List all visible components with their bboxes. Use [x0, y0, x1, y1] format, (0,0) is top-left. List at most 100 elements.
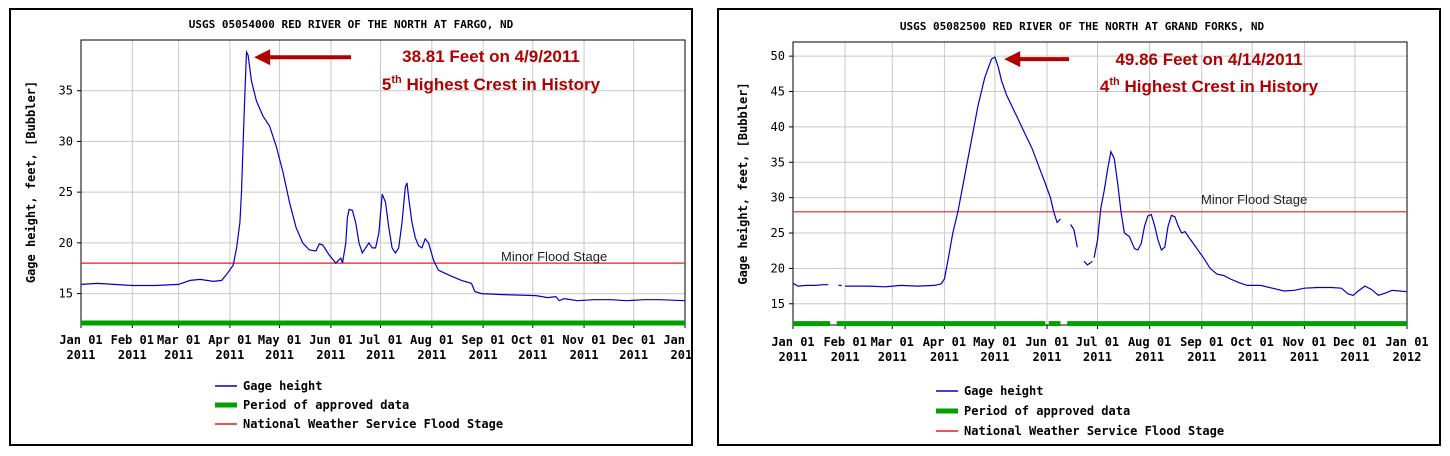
x-tick-label: Jan 01 2011: [59, 333, 102, 362]
x-tick-label-year: 2011: [878, 350, 907, 364]
x-tick-label-month: Jun 01: [309, 333, 352, 347]
x-tick-label-month: Dec 01: [1333, 335, 1376, 349]
y-axis-label: Gage height, feet, [Bubbler]: [736, 82, 750, 284]
legend-label: National Weather Service Flood Stage: [964, 424, 1224, 438]
crest-arrow-head: [254, 49, 271, 66]
x-tick-label-year: 2011: [417, 348, 446, 362]
legend-label: Gage height: [243, 379, 322, 393]
y-axis-label: Gage height, feet, [Bubbler]: [24, 81, 38, 283]
fargo-gage-chart-panel: USGS 05054000 RED RIVER OF THE NORTH AT …: [9, 8, 693, 446]
x-tick-label: Nov 01 2011: [1283, 335, 1326, 364]
x-tick-label: Feb 01 2011: [823, 335, 866, 364]
y-tick-label: 45: [771, 85, 785, 99]
x-tick-label-month: Dec 01: [612, 333, 655, 347]
grand-forks-gage-chart: USGS 05082500 RED RIVER OF THE NORTH AT …: [736, 20, 1429, 438]
x-tick-label-month: Jan 01: [59, 333, 102, 347]
x-tick-label: Jul 01 2011: [1076, 335, 1119, 364]
x-tick-label-month: Sep 01: [461, 333, 504, 347]
y-tick-label: 30: [59, 134, 73, 148]
x-tick-label: Jun 01 2011: [1025, 335, 1068, 364]
crest-ordinal: 5: [382, 75, 391, 94]
x-tick-label: Apr 01 2011: [208, 333, 251, 362]
y-tick-label: 15: [771, 297, 785, 311]
x-tick-label-month: Oct 01: [511, 333, 554, 347]
x-tick-label-month: Mar 01: [157, 333, 200, 347]
x-tick-label: May 01 2011: [973, 335, 1016, 364]
y-tick-label: 25: [59, 185, 73, 199]
x-tick-label: Aug 01 2011: [410, 333, 453, 362]
x-tick-label-year: 2012: [671, 348, 691, 362]
y-tick-label: 35: [59, 84, 73, 98]
gage-height-line: [845, 56, 1061, 288]
gage-height-line: [1083, 260, 1093, 266]
y-tick-label: 40: [771, 120, 785, 134]
x-tick-label-month: Jan 01: [771, 335, 814, 349]
x-tick-label-year: 2011: [1187, 350, 1216, 364]
y-tick-label: 20: [771, 261, 785, 275]
x-tick-label: Feb 01 2011: [111, 333, 154, 362]
x-tick-label-year: 2011: [1033, 350, 1062, 364]
x-tick-label: Nov 01 2011: [562, 333, 605, 362]
x-tick-label-month: Nov 01: [1283, 335, 1326, 349]
x-tick-label: Jul 01 2011: [359, 333, 402, 362]
x-tick-label: Mar 01 2011: [871, 335, 914, 364]
x-tick-label-year: 2011: [980, 350, 1009, 364]
x-tick-label: Oct 01 2011: [511, 333, 554, 362]
x-tick-label-month: Jul 01: [1076, 335, 1119, 349]
crest-annotation-line2: 4th Highest Crest in History: [1100, 76, 1319, 96]
x-tick-label-year: 2011: [1083, 350, 1112, 364]
x-tick-label-month: May 01: [973, 335, 1016, 349]
legend-label: Period of approved data: [964, 404, 1130, 418]
x-tick-label-year: 2011: [469, 348, 498, 362]
crest-ordinal-suffix: th: [1109, 76, 1120, 88]
x-tick-label-year: 2011: [930, 350, 959, 364]
x-tick-label: Jun 01 2011: [309, 333, 352, 362]
x-tick-label: Mar 01 2011: [157, 333, 200, 362]
x-tick-label-month: Jul 01: [359, 333, 402, 347]
y-tick-label: 20: [59, 236, 73, 250]
chart-title: USGS 05054000 RED RIVER OF THE NORTH AT …: [189, 18, 514, 31]
x-tick-label-year: 2011: [1340, 350, 1369, 364]
flood-stage-label: Minor Flood Stage: [501, 249, 607, 264]
x-tick-label-year: 2011: [779, 350, 808, 364]
x-tick-label-year: 2011: [619, 348, 648, 362]
x-tick-label: Sep 01 2011: [461, 333, 504, 362]
x-tick-label-year: 2011: [316, 348, 345, 362]
crest-annotation-line1: 49.86 Feet on 4/14/2011: [1115, 50, 1302, 69]
x-tick-label: Apr 01 2011: [923, 335, 966, 364]
x-tick-label-year: 2011: [265, 348, 294, 362]
x-tick-label-month: Feb 01: [823, 335, 866, 349]
x-tick-label-year: 2011: [1135, 350, 1164, 364]
x-tick-label-year: 2011: [1290, 350, 1319, 364]
x-tick-label-month: Jun 01: [1025, 335, 1068, 349]
x-tick-label: Jan 01 2011: [771, 335, 814, 364]
x-tick-label-month: Aug 01: [410, 333, 453, 347]
x-tick-label-year: 2011: [215, 348, 244, 362]
fargo-gage-chart: USGS 05054000 RED RIVER OF THE NORTH AT …: [24, 18, 691, 431]
gage-height-line: [792, 282, 829, 287]
x-tick-label-month: Apr 01: [923, 335, 966, 349]
grand-forks-gage-chart-panel: USGS 05082500 RED RIVER OF THE NORTH AT …: [717, 8, 1441, 446]
x-tick-label: May 01 2011: [258, 333, 301, 362]
x-tick-label-month: Mar 01: [871, 335, 914, 349]
x-tick-label: Dec 01 2011: [612, 333, 655, 362]
x-tick-label-month: Nov 01: [562, 333, 605, 347]
x-tick-label-month: Jan 01: [1385, 335, 1428, 349]
y-tick-label: 25: [771, 226, 785, 240]
x-tick-label-year: 2011: [164, 348, 193, 362]
x-tick-label-month: Oct 01: [1231, 335, 1274, 349]
x-tick-label-month: Aug 01: [1128, 335, 1171, 349]
x-tick-label: Aug 01 2011: [1128, 335, 1171, 364]
x-tick-label-month: Apr 01: [208, 333, 251, 347]
x-tick-label-year: 2011: [67, 348, 96, 362]
crest-ordinal-suffix: th: [391, 74, 402, 86]
legend-label: Period of approved data: [243, 398, 409, 412]
x-tick-label-year: 2011: [1238, 350, 1267, 364]
gage-height-line: [80, 49, 686, 302]
x-tick-label-month: Jan 01: [663, 333, 691, 347]
crest-ordinal: 4: [1100, 77, 1110, 96]
crest-arrow-head: [1004, 51, 1021, 68]
y-tick-label: 30: [771, 191, 785, 205]
